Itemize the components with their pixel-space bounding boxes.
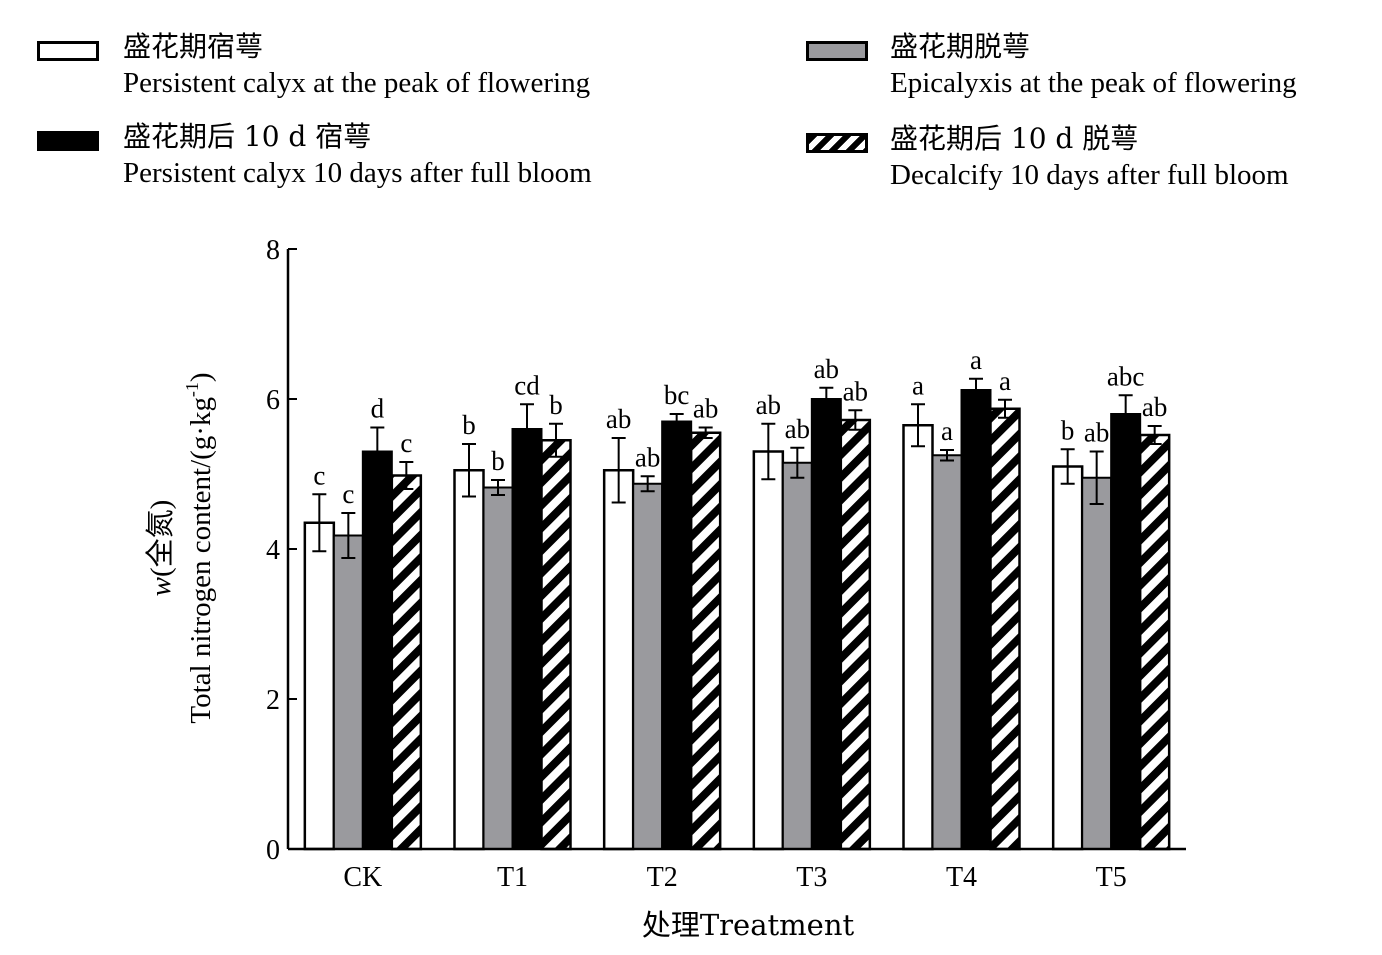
x-tick-label: T4 — [946, 862, 977, 893]
significance-label: ab — [606, 404, 631, 434]
legend-swatch-black — [37, 131, 99, 151]
bar-T1-series-2 — [482, 486, 514, 850]
bar-T5-series-2 — [1081, 476, 1113, 850]
y-axis-label-italic: w — [145, 576, 177, 596]
bar-T1-series-3 — [511, 428, 543, 850]
y-axis-label-en: Total nitrogen content/(g·kg — [185, 397, 217, 724]
x-tick-label: T2 — [647, 862, 678, 893]
bar-T4-series-4 — [989, 407, 1021, 851]
y-axis-label-sup: -1 — [182, 382, 202, 397]
significance-label: ab — [1142, 392, 1167, 422]
bar-T3-series-2 — [781, 461, 813, 850]
legend-label-en: Epicalyxis at the peak of flowering — [890, 67, 1297, 99]
significance-label: ab — [814, 354, 839, 384]
bar-T1-series-4 — [540, 439, 572, 851]
bar-T2-series-4 — [689, 431, 722, 851]
y-tick-label: 8 — [266, 235, 280, 266]
significance-label: a — [999, 366, 1011, 396]
significance-label: ab — [1084, 418, 1109, 448]
svg-text:w(全氮): w(全氮) — [144, 500, 177, 597]
bar-CK-series-4 — [390, 474, 423, 851]
significance-label: a — [970, 345, 982, 375]
y-tick-label: 6 — [266, 385, 280, 416]
x-tick-label: T5 — [1096, 862, 1127, 893]
legend-label-cn: 盛花期后 10 d 宿萼 — [123, 120, 372, 153]
bar-T3-series-1 — [752, 450, 785, 851]
legend-label-cn: 盛花期后 10 d 脱萼 — [890, 122, 1139, 155]
bar-T5-series-4 — [1138, 433, 1171, 851]
legend-label-cn: 盛花期宿萼 — [123, 30, 264, 63]
bar-T4-series-1 — [902, 424, 934, 851]
significance-label: ab — [785, 414, 810, 444]
bar-T2-series-3 — [661, 420, 693, 850]
significance-label: b — [1061, 415, 1075, 445]
bar-T4-series-3 — [960, 389, 992, 850]
bar-CK-series-2 — [332, 534, 364, 850]
bar-T5-series-1 — [1051, 465, 1084, 851]
x-tick-label: T1 — [497, 862, 528, 893]
significance-label: c — [342, 479, 354, 509]
y-tick-label: 2 — [266, 685, 280, 716]
significance-label: ab — [843, 376, 868, 406]
bar-T2-series-2 — [632, 482, 664, 850]
legend-label-cn: 盛花期脱萼 — [890, 30, 1031, 63]
significance-label: ab — [635, 442, 660, 472]
significance-label: ab — [693, 394, 718, 424]
y-axis-label-cn: (全氮) — [144, 500, 177, 577]
x-axis-label: 处理Treatment — [642, 908, 855, 942]
y-axis-label-close: ) — [185, 372, 217, 382]
legend-label-en: Persistent calyx 10 days after full bloo… — [123, 157, 592, 189]
x-tick-label: CK — [343, 862, 382, 893]
legend-label-en: Persistent calyx at the peak of flowerin… — [123, 67, 591, 99]
bar-T3-series-4 — [839, 418, 872, 851]
legend-swatch-hatch — [806, 133, 868, 153]
significance-label: c — [313, 460, 325, 490]
bar-T2-series-1 — [602, 469, 635, 851]
legend-swatch-gray — [806, 41, 868, 61]
y-axis-label: w(全氮) Total nitrogen content/(g·kg-1) — [144, 372, 217, 723]
significance-label: abc — [1107, 361, 1144, 391]
significance-label: ab — [756, 390, 781, 420]
bar-CK-series-3 — [361, 450, 393, 850]
bar-T1-series-1 — [453, 469, 485, 851]
bar-CK-series-1 — [303, 521, 336, 851]
y-tick-label: 0 — [266, 835, 280, 866]
significance-label: b — [549, 390, 563, 420]
legend-swatch-white — [37, 41, 99, 61]
significance-label: a — [912, 370, 924, 400]
bar-T4-series-2 — [931, 454, 963, 850]
x-tick-label: T3 — [796, 862, 827, 893]
significance-label: a — [941, 416, 953, 446]
significance-label: d — [371, 394, 385, 424]
significance-label: cd — [514, 370, 540, 400]
y-tick-label: 4 — [266, 535, 280, 566]
significance-label: b — [462, 410, 476, 440]
svg-text:Total nitrogen content/(g·kg-1: Total nitrogen content/(g·kg-1) — [182, 372, 217, 723]
legend-label-en: Decalcify 10 days after full bloom — [890, 159, 1289, 191]
bar-T5-series-3 — [1110, 413, 1142, 850]
significance-label: c — [400, 428, 412, 458]
significance-label: bc — [664, 380, 690, 410]
significance-label: b — [491, 446, 505, 476]
bar-T3-series-3 — [810, 398, 842, 850]
